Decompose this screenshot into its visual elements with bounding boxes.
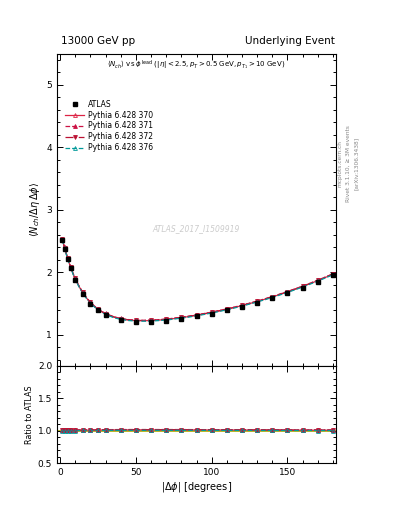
Text: Rivet 3.1.10, ≥ 3M events: Rivet 3.1.10, ≥ 3M events — [346, 125, 351, 202]
Text: mcplots.cern.ch: mcplots.cern.ch — [337, 140, 342, 187]
Text: ATLAS_2017_I1509919: ATLAS_2017_I1509919 — [153, 224, 240, 233]
Text: Underlying Event: Underlying Event — [245, 36, 335, 46]
Text: 13000 GeV pp: 13000 GeV pp — [61, 36, 135, 46]
X-axis label: $|\Delta\phi|$ [degrees]: $|\Delta\phi|$ [degrees] — [161, 480, 232, 494]
Y-axis label: Ratio to ATLAS: Ratio to ATLAS — [25, 386, 33, 444]
Legend: ATLAS, Pythia 6.428 370, Pythia 6.428 371, Pythia 6.428 372, Pythia 6.428 376: ATLAS, Pythia 6.428 370, Pythia 6.428 37… — [64, 98, 155, 154]
Text: $\langle N_{ch}\rangle$ vs $\phi^{\rm lead}$ ($|\eta| < 2.5, p_T > 0.5$ GeV$, p_: $\langle N_{ch}\rangle$ vs $\phi^{\rm le… — [107, 58, 286, 72]
Text: [arXiv:1306.3438]: [arXiv:1306.3438] — [354, 137, 359, 190]
Y-axis label: $\langle N_{ch} / \Delta\eta\,\Delta\phi \rangle$: $\langle N_{ch} / \Delta\eta\,\Delta\phi… — [28, 182, 42, 238]
